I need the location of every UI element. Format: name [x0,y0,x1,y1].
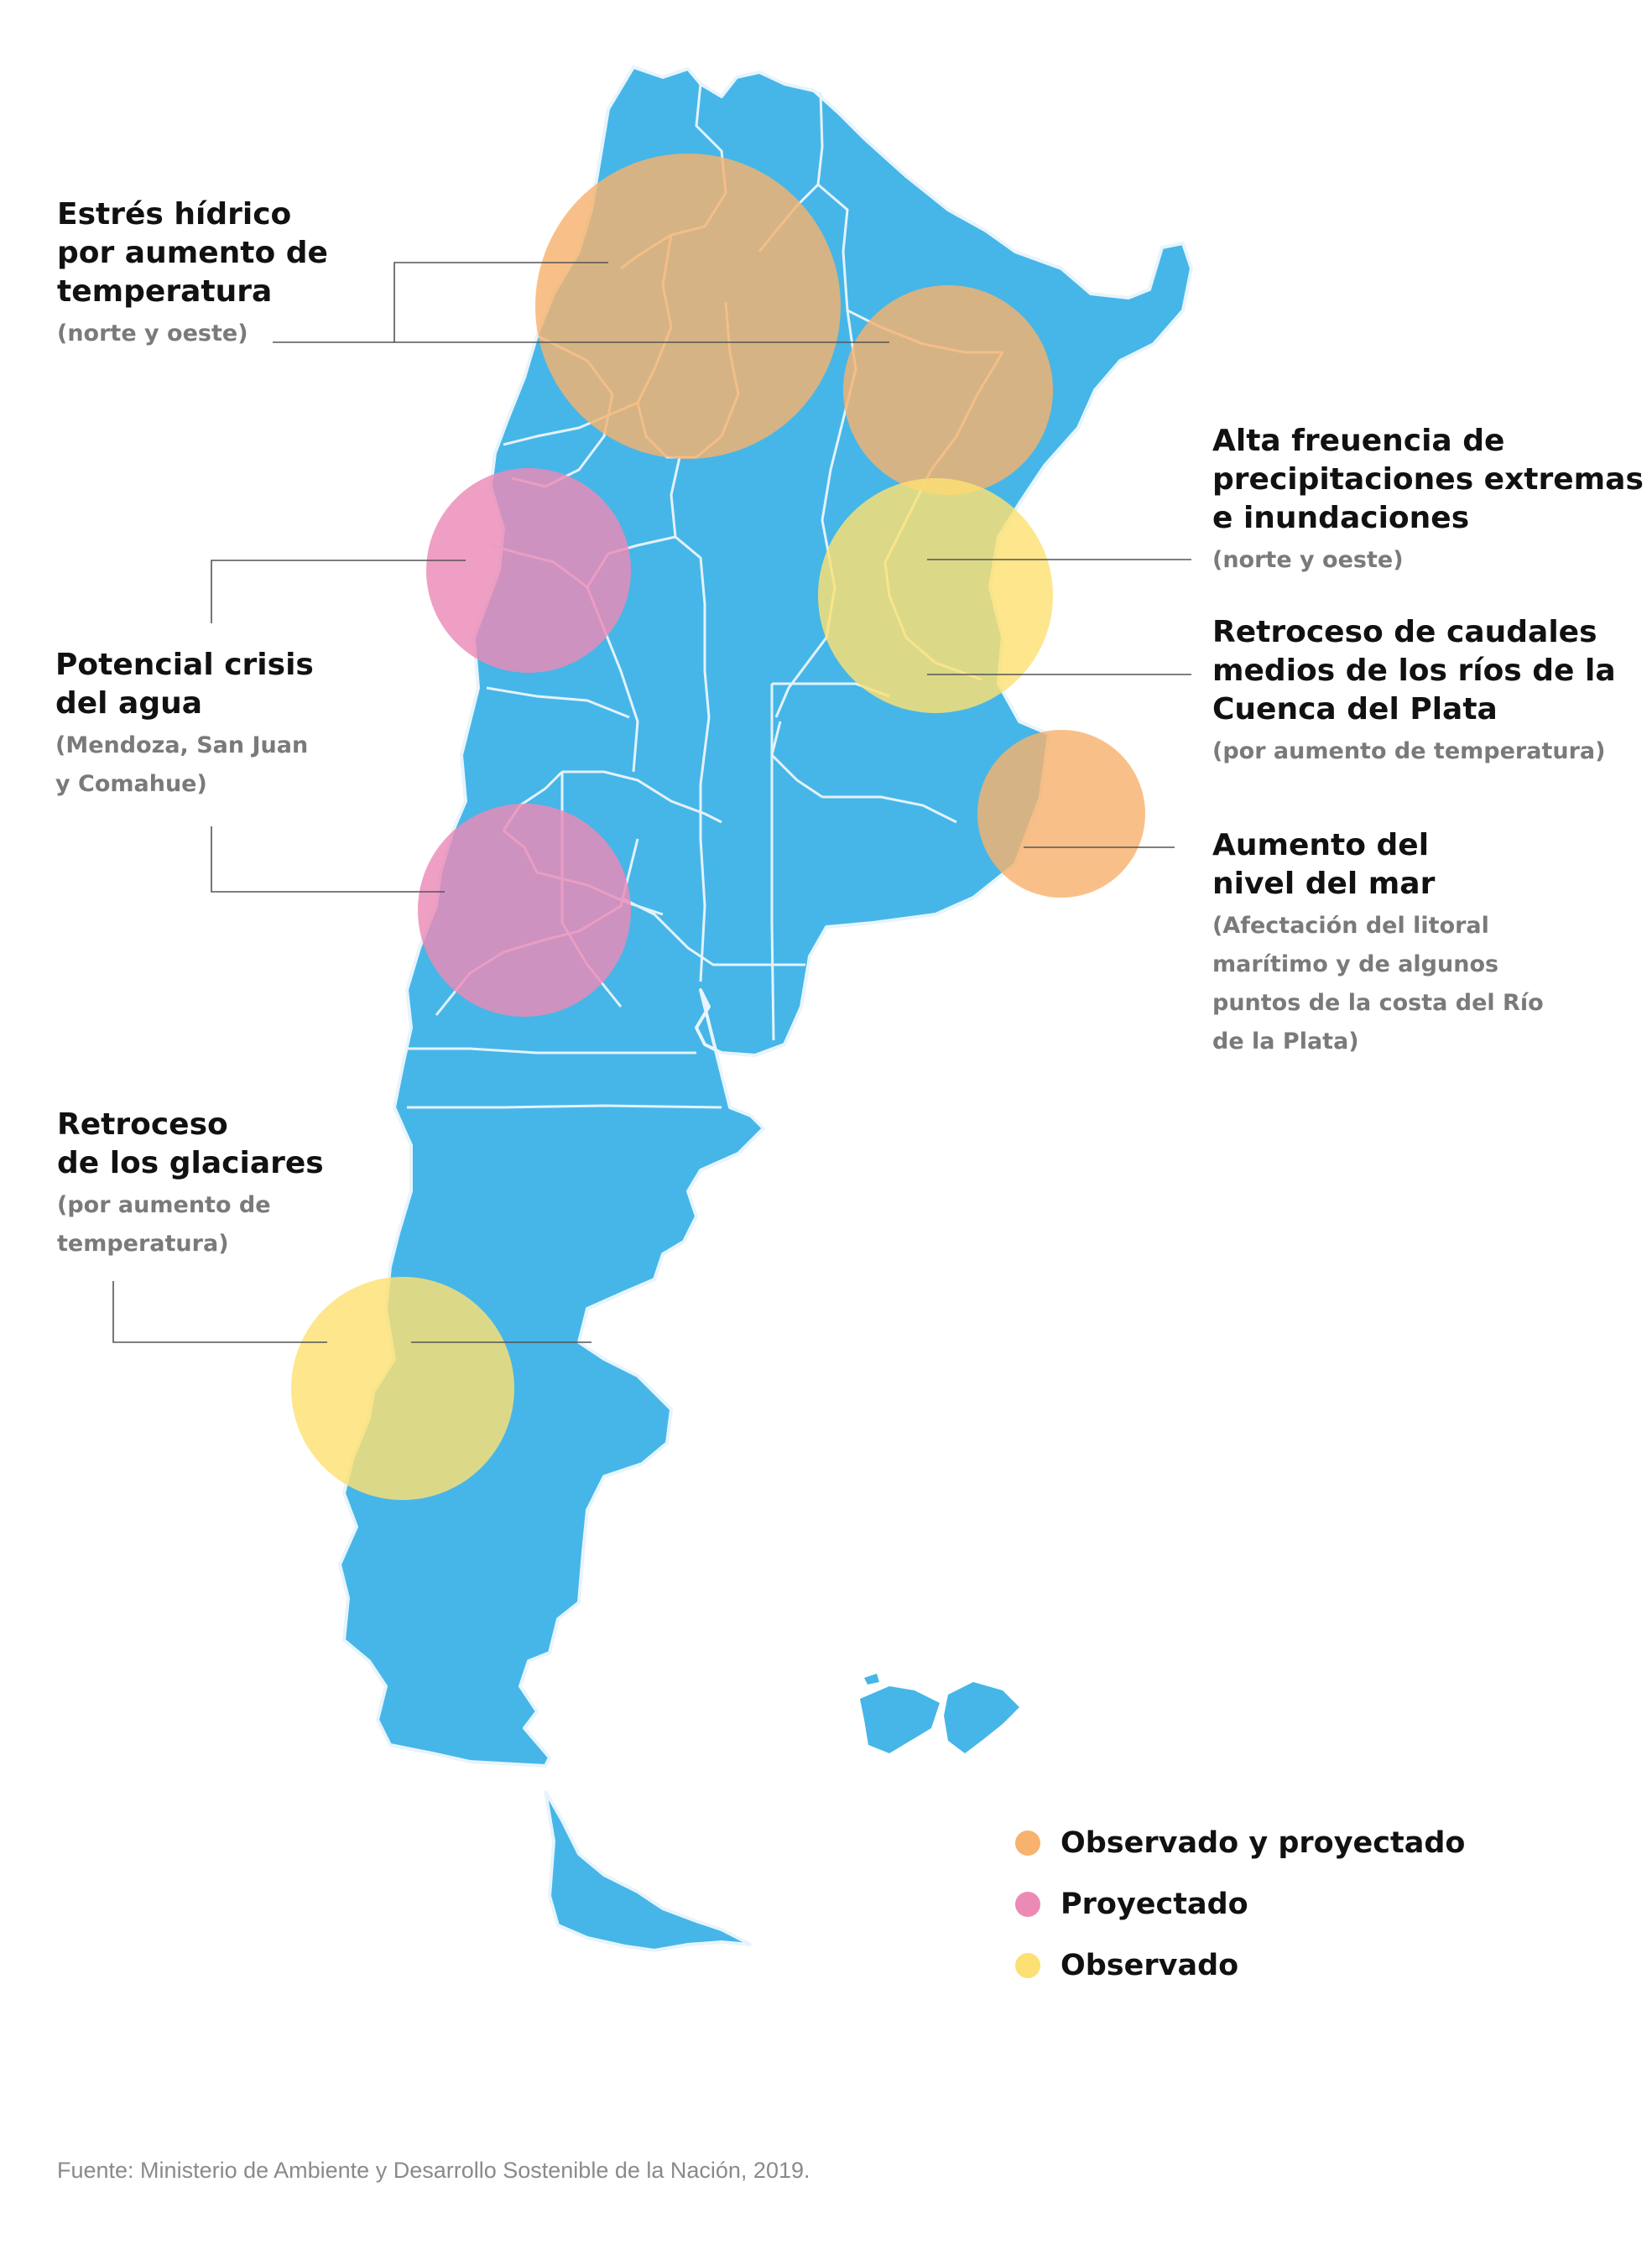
zone-comahue [418,804,631,1017]
legend-item-projected: Proyectado [1015,1873,1465,1935]
legend-swatch [1015,1891,1040,1917]
zone-litoral [818,478,1053,713]
leader-water-crisis-bottom [211,826,445,893]
legend-label: Observado [1061,1948,1239,1982]
annotation-subtitle: (por aumento de temperatura) [1212,738,1606,764]
legend-label: Observado y proyectado [1061,1825,1466,1860]
annotation-water-crisis: Potencial crisis del agua (Mendoza, San … [55,646,314,804]
annotation-subtitle: (Mendoza, San Juan y Comahue) [55,732,309,797]
annotation-title: Aumento del nivel del mar [1212,828,1436,901]
annotation-subtitle: (por aumento de temperatura) [57,1192,271,1257]
leader-lines [112,262,1191,1343]
legend-swatch [1015,1830,1040,1856]
tierra-del-fuego [544,1790,752,1953]
source-note: Fuente: Ministerio de Ambiente y Desarro… [57,2158,810,2183]
annotation-extreme-rain: Alta freuencia de precipitaciones extrem… [1212,422,1644,580]
annotation-subtitle: (norte y oeste) [57,320,248,346]
legend-item-observed-projected: Observado y proyectado [1015,1812,1465,1873]
legend-label: Proyectado [1061,1887,1248,1921]
zone-buenos-aires-coast [977,730,1145,898]
zone-patagonia-andes [291,1277,514,1500]
annotation-title: Retroceso de los glaciares [57,1107,324,1180]
zone-north-west [535,154,841,459]
legend: Observado y proyectado Proyectado Observ… [1015,1812,1465,1996]
annotation-title: Potencial crisis del agua [55,648,314,721]
annotation-subtitle: (norte y oeste) [1212,547,1404,573]
annotation-title: Estrés hídrico por aumento de temperatur… [57,197,328,309]
zone-cuyo [426,468,631,673]
malvinas-islands [860,1674,1019,1753]
zone-north-east [843,285,1053,495]
annotation-glaciers: Retroceso de los glaciares (por aumento … [57,1106,324,1263]
legend-swatch [1015,1952,1040,1978]
annotation-heat-stress: Estrés hídrico por aumento de temperatur… [57,195,328,353]
annotation-title: Retroceso de caudales medios de los ríos… [1212,615,1616,726]
leader-heat-stress [393,262,889,343]
impact-zones [291,154,1145,1500]
annotation-sea-level: Aumento del nivel del mar (Afectación de… [1212,826,1544,1061]
annotation-subtitle: (Afectación del litoral marítimo y de al… [1212,913,1544,1055]
annotation-title: Alta freuencia de precipitaciones extrem… [1212,424,1644,535]
annotation-river-flow: Retroceso de caudales medios de los ríos… [1212,613,1616,771]
legend-item-observed: Observado [1015,1935,1465,1996]
leader-water-crisis-top [211,560,466,623]
leader-glaciers [112,1281,327,1343]
